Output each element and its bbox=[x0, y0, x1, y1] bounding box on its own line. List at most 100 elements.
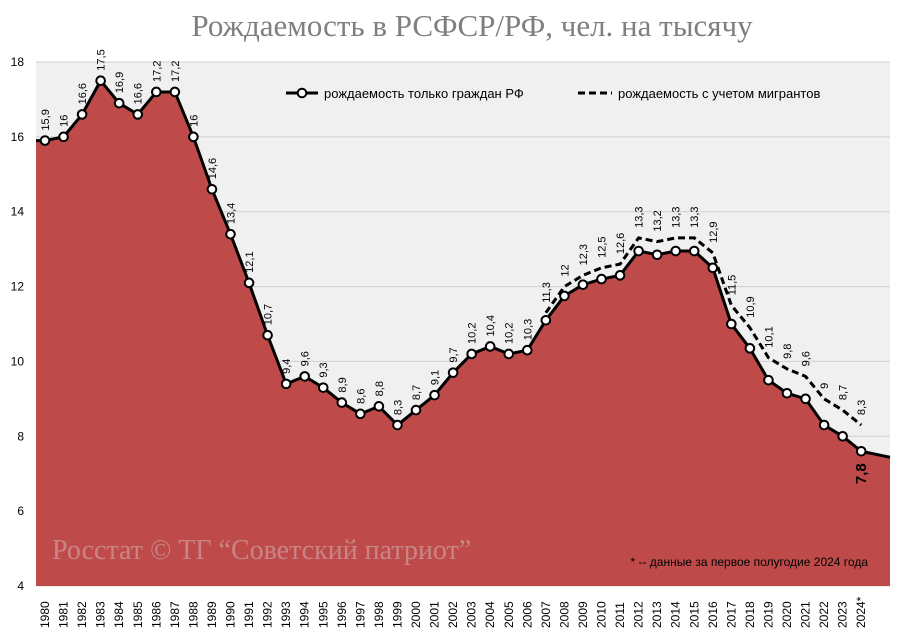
x-tick-label: 1991 bbox=[242, 601, 256, 628]
x-tick-label: 1981 bbox=[57, 601, 71, 628]
data-point bbox=[466, 348, 477, 360]
x-tick-label: 1998 bbox=[372, 601, 386, 628]
x-tick-label: 2002 bbox=[446, 601, 460, 628]
data-point bbox=[392, 419, 403, 431]
data-point bbox=[503, 348, 515, 360]
x-tick-label: 2024* bbox=[854, 596, 868, 628]
data-point bbox=[818, 419, 830, 431]
data-label-migrants: 10,1 bbox=[763, 326, 775, 347]
data-point bbox=[540, 314, 552, 326]
data-point bbox=[206, 183, 218, 195]
data-point bbox=[522, 344, 533, 356]
x-tick-label: 2012 bbox=[632, 601, 646, 628]
data-label: 9,1 bbox=[430, 370, 442, 385]
x-tick-label: 2006 bbox=[520, 601, 534, 628]
data-label-migrants: 9,6 bbox=[801, 351, 813, 366]
x-tick-label: 2016 bbox=[706, 601, 720, 628]
data-point bbox=[280, 378, 292, 390]
x-tick-label: 1990 bbox=[224, 601, 238, 628]
footnote: * -- данные за первое полугодие 2024 год… bbox=[630, 555, 868, 569]
x-tick-label: 1992 bbox=[261, 601, 275, 628]
x-tick-label: 1987 bbox=[168, 601, 182, 628]
data-point bbox=[151, 86, 162, 98]
data-point bbox=[317, 382, 329, 393]
data-point bbox=[688, 245, 700, 257]
data-label: 9,3 bbox=[318, 362, 330, 377]
x-tick-label: 2008 bbox=[557, 601, 571, 628]
series-line-migrants bbox=[544, 236, 863, 427]
data-point bbox=[707, 262, 719, 274]
data-label: 12,1 bbox=[244, 251, 256, 272]
data-point bbox=[355, 408, 366, 420]
legend-label-citizens: рождаемость только граждан РФ bbox=[324, 86, 524, 101]
data-point bbox=[132, 109, 144, 120]
x-tick-label: 2023 bbox=[836, 601, 850, 628]
data-point bbox=[763, 374, 774, 386]
x-tick-label: 2022 bbox=[817, 601, 831, 628]
data-label-migrants: 12,9 bbox=[708, 221, 720, 242]
x-tick-label: 1996 bbox=[335, 601, 349, 628]
x-tick-label: 2004 bbox=[483, 601, 497, 628]
x-tick-label: 2013 bbox=[650, 601, 664, 628]
data-label: 9,6 bbox=[300, 351, 312, 366]
data-point bbox=[76, 109, 88, 120]
data-label: 10,2 bbox=[467, 323, 479, 344]
data-label: 8,9 bbox=[337, 377, 349, 392]
x-tick-label: 2019 bbox=[761, 601, 775, 628]
y-tick-label: 6 bbox=[17, 504, 24, 518]
data-point bbox=[113, 97, 125, 109]
data-label: 10,7 bbox=[263, 304, 275, 325]
data-label-migrants: 8,3 bbox=[856, 400, 868, 415]
data-point bbox=[243, 277, 255, 289]
data-label-migrants: 10,9 bbox=[745, 296, 757, 317]
data-label: 10,2 bbox=[504, 323, 516, 344]
x-tick-label: 1986 bbox=[149, 601, 163, 628]
data-point bbox=[855, 445, 867, 457]
x-tick-label: 1980 bbox=[38, 601, 52, 628]
x-tick-label: 1983 bbox=[94, 601, 108, 628]
x-tick-label: 2020 bbox=[780, 601, 794, 628]
x-tick-label: 1985 bbox=[131, 601, 145, 628]
data-point bbox=[410, 404, 422, 416]
data-point bbox=[299, 371, 311, 382]
y-tick-label: 12 bbox=[11, 280, 25, 294]
area-fill bbox=[36, 80, 890, 586]
x-tick-label: 2017 bbox=[724, 601, 738, 628]
data-point bbox=[39, 135, 51, 146]
data-label: 15,9 bbox=[40, 109, 52, 130]
data-point bbox=[837, 430, 848, 442]
data-point bbox=[188, 131, 199, 143]
x-tick-label: 2010 bbox=[595, 601, 609, 628]
y-tick-label: 18 bbox=[11, 55, 25, 69]
data-label-migrants: 11,3 bbox=[541, 282, 553, 303]
data-label: 16,9 bbox=[114, 72, 126, 93]
data-point bbox=[744, 343, 756, 354]
data-label-migrants: 8,7 bbox=[838, 385, 850, 400]
data-label-migrants: 13,3 bbox=[634, 206, 646, 227]
data-label-last: 7,8 bbox=[853, 463, 870, 484]
data-label: 16,6 bbox=[133, 83, 145, 104]
data-point bbox=[336, 397, 348, 408]
data-point bbox=[726, 318, 737, 330]
data-label: 8,7 bbox=[411, 385, 423, 400]
data-point bbox=[614, 270, 626, 281]
data-label: 16 bbox=[188, 115, 200, 127]
data-label: 10,4 bbox=[485, 315, 497, 336]
y-tick-label: 14 bbox=[11, 205, 25, 219]
data-label: 17,5 bbox=[96, 49, 108, 70]
y-tick-label: 4 bbox=[17, 579, 24, 593]
data-point bbox=[596, 273, 607, 285]
x-tick-label: 1995 bbox=[316, 601, 330, 628]
data-point bbox=[429, 389, 440, 401]
data-point bbox=[262, 329, 273, 341]
data-label-migrants: 13,2 bbox=[652, 210, 664, 231]
data-label: 8,8 bbox=[374, 381, 386, 396]
data-label: 17,2 bbox=[151, 61, 163, 82]
data-label: 16,6 bbox=[77, 83, 89, 104]
x-tick-label: 1989 bbox=[205, 601, 219, 628]
y-tick-label: 10 bbox=[11, 354, 25, 368]
data-label: 8,3 bbox=[392, 400, 404, 415]
data-point bbox=[95, 75, 106, 87]
